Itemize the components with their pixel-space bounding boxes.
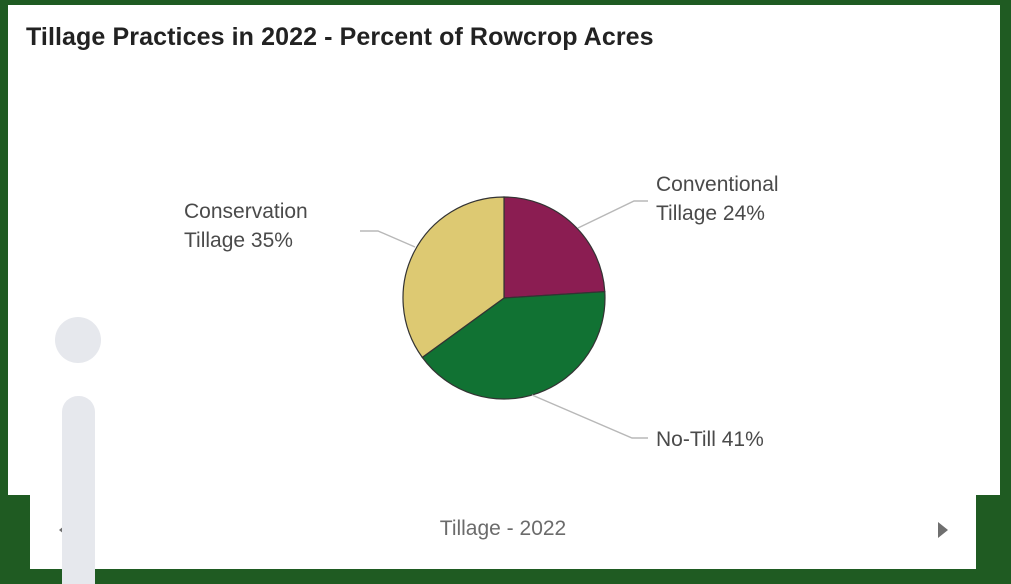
chart-title: Tillage Practices in 2022 - Percent of R… [26,23,654,51]
chart-card: Tillage Practices in 2022 - Percent of R… [8,5,1000,495]
chart-navigator: Tillage - 2022 [30,495,976,569]
pie-slice[interactable] [421,291,606,400]
slice-label-connector [360,230,416,248]
info-icon [55,317,101,363]
slice-label: No-Till 41% [656,428,764,451]
pie-slice[interactable] [402,196,505,359]
info-icon-stem [62,396,95,584]
slice-label-connector [531,394,648,439]
pie-chart: Conventional Tillage 24% No-Till 41% Conser… [184,173,779,451]
chevron-right-icon[interactable] [938,522,948,538]
slice-label: Conservation [184,200,308,223]
slice-label: Tillage 35% [184,229,293,252]
navigator-label: Tillage - 2022 [439,517,567,540]
slice-label: Conventional [656,173,779,196]
pie-slice[interactable] [503,196,606,299]
slice-label-connector [577,200,648,229]
slice-label: Tillage 24% [656,202,765,225]
